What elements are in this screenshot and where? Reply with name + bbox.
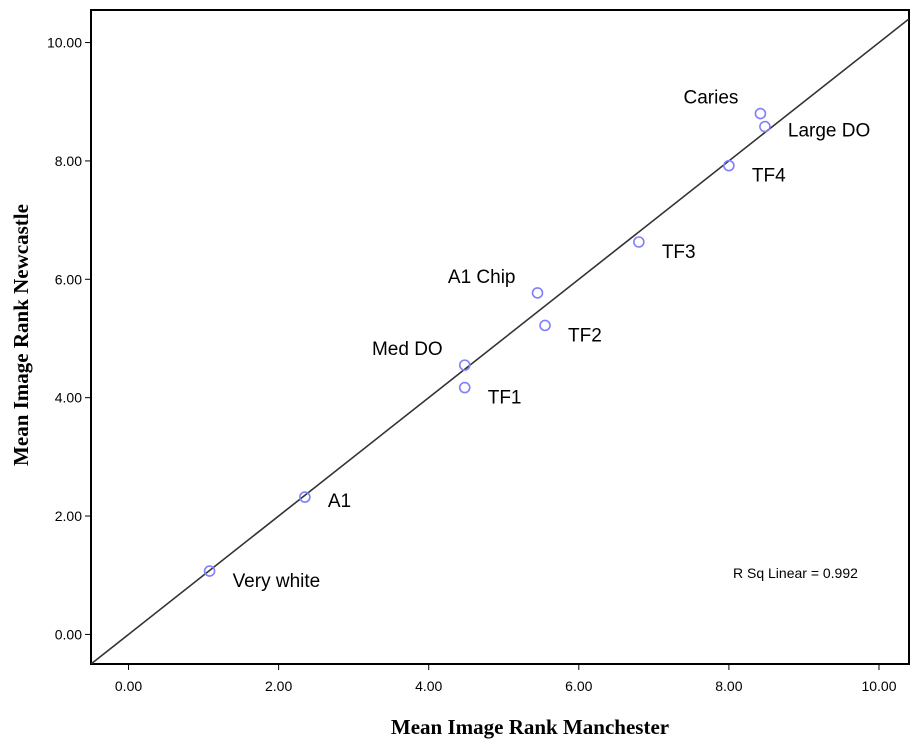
data-point <box>458 381 471 394</box>
y-tick-label: 6.00 <box>55 271 82 287</box>
r-squared-annotation: R Sq Linear = 0.992 <box>733 565 858 581</box>
y-tick-label: 2.00 <box>55 508 82 524</box>
data-point <box>299 491 311 503</box>
point-label: Large DO <box>788 121 870 142</box>
y-axis-title: Mean Image Rank Newcastle <box>9 204 33 466</box>
data-point <box>203 565 216 577</box>
data-point <box>754 107 767 120</box>
data-point <box>633 236 645 248</box>
x-tick-label: 8.00 <box>715 678 742 694</box>
x-tick-label: 6.00 <box>565 678 592 694</box>
point-label: TF4 <box>752 166 786 187</box>
point-label: Med DO <box>372 339 443 360</box>
point-label: TF1 <box>488 388 522 409</box>
x-tick-label: 4.00 <box>415 678 442 694</box>
point-label: TF2 <box>568 325 602 346</box>
x-axis-title: Mean Image Rank Manchester <box>391 715 669 739</box>
point-label: A1 Chip <box>448 267 516 288</box>
y-tick-label: 4.00 <box>55 390 82 406</box>
data-point <box>723 159 735 172</box>
x-tick-label: 0.00 <box>115 678 142 694</box>
fit-line <box>91 18 909 664</box>
data-point <box>539 319 551 332</box>
x-tick-label: 10.00 <box>861 678 896 694</box>
point-label: Very white <box>233 571 321 592</box>
y-tick-label: 8.00 <box>55 153 82 169</box>
y-tick-label: 0.00 <box>55 626 82 642</box>
point-label: TF3 <box>662 242 696 263</box>
y-tick-label: 10.00 <box>47 35 82 51</box>
data-point <box>759 120 771 133</box>
plot-frame <box>90 9 910 665</box>
data-point <box>531 287 544 299</box>
point-label: A1 <box>328 491 351 512</box>
x-tick-label: 2.00 <box>265 678 292 694</box>
data-point <box>458 359 471 371</box>
point-label: Caries <box>684 88 739 109</box>
